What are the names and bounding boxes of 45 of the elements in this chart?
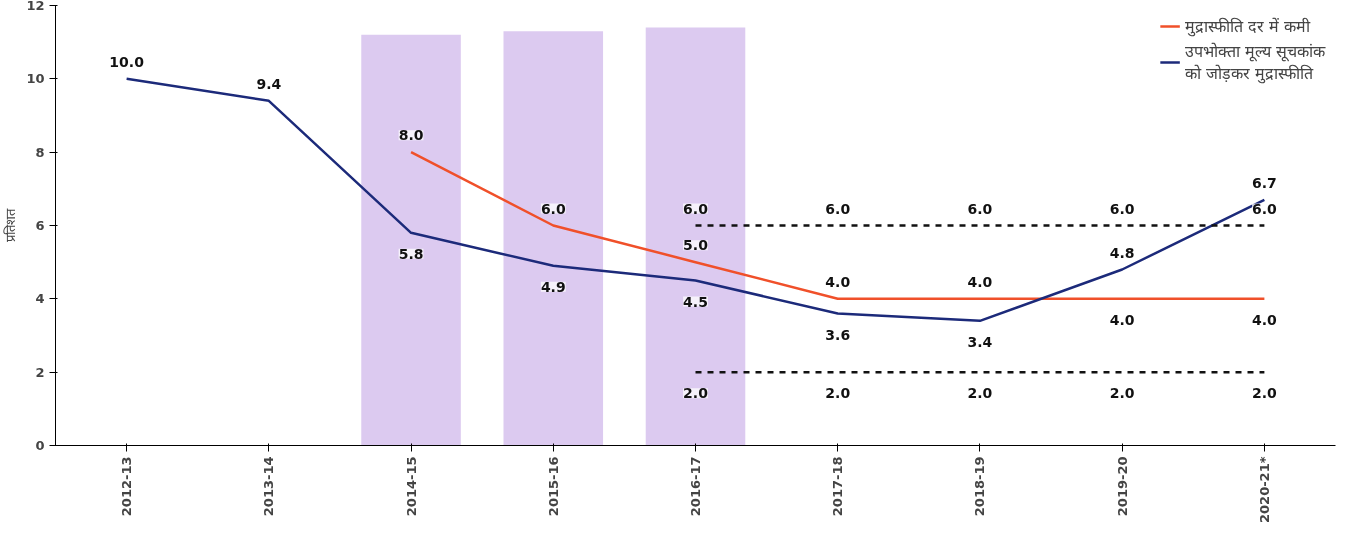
x-tick-label: 2020-21* bbox=[1256, 456, 1272, 523]
legend-label: उपभोक्ता मूल्य सूचकांक को जोड़कर मुद्रास्फीति bbox=[1184, 41, 1325, 84]
y-tick-label: 12 bbox=[26, 0, 45, 13]
data-label: 2.0 bbox=[967, 385, 993, 402]
data-label: 4.5 bbox=[683, 293, 708, 310]
y-tick-label: 2 bbox=[35, 364, 45, 380]
data-label: 4.0 bbox=[1109, 311, 1135, 328]
data-label: 4.9 bbox=[540, 278, 566, 295]
data-label: 2.0 bbox=[1251, 385, 1278, 402]
y-tick-label: 8 bbox=[35, 144, 45, 160]
x-tick-label: 2017-18 bbox=[830, 456, 846, 517]
data-label: 6.7 bbox=[1251, 174, 1277, 191]
y-tick-label: 10 bbox=[26, 71, 45, 87]
data-label: 3.4 bbox=[967, 333, 993, 350]
x-tick-label: 2019-20 bbox=[1114, 456, 1130, 517]
data-label: 8.0 bbox=[398, 127, 424, 144]
x-tick-label: 2016-17 bbox=[688, 456, 703, 517]
data-label: 5.0 bbox=[683, 237, 709, 254]
y-tick-label: 6 bbox=[35, 218, 45, 233]
x-tick-label: 2018-19 bbox=[972, 456, 988, 517]
data-label: 6.0 bbox=[967, 200, 993, 217]
x-tick-label: 2012-13 bbox=[119, 456, 135, 517]
x-tick-label: 2014-15 bbox=[403, 456, 419, 517]
y-tick-label: 0 bbox=[35, 438, 45, 453]
y-tick-label: 4 bbox=[35, 291, 45, 307]
data-label: 6.0 bbox=[1251, 200, 1278, 217]
data-label: 2.0 bbox=[683, 385, 709, 402]
data-label: 2.0 bbox=[1109, 385, 1135, 402]
data-label: 6.0 bbox=[540, 200, 566, 217]
data-label: 9.4 bbox=[256, 75, 282, 92]
x-tick-label: 2015-16 bbox=[545, 456, 561, 517]
data-label: 6.0 bbox=[683, 200, 709, 217]
data-label: 5.8 bbox=[398, 245, 424, 262]
data-label: 6.0 bbox=[825, 200, 851, 217]
data-label: 6.0 bbox=[1109, 200, 1135, 217]
data-label: 4.0 bbox=[1251, 311, 1278, 328]
legend-label: मुद्रास्फीति दर में कमी bbox=[1184, 16, 1311, 37]
data-label: 4.0 bbox=[967, 273, 993, 290]
y-axis-title: प्रतिशत bbox=[3, 208, 19, 242]
data-label: 10.0 bbox=[109, 53, 145, 70]
data-label: 2.0 bbox=[825, 385, 851, 402]
data-label: 4.0 bbox=[825, 273, 851, 290]
data-label: 3.6 bbox=[825, 326, 851, 343]
x-tick-label: 2013-14 bbox=[261, 456, 277, 517]
data-label: 4.8 bbox=[1109, 244, 1135, 261]
